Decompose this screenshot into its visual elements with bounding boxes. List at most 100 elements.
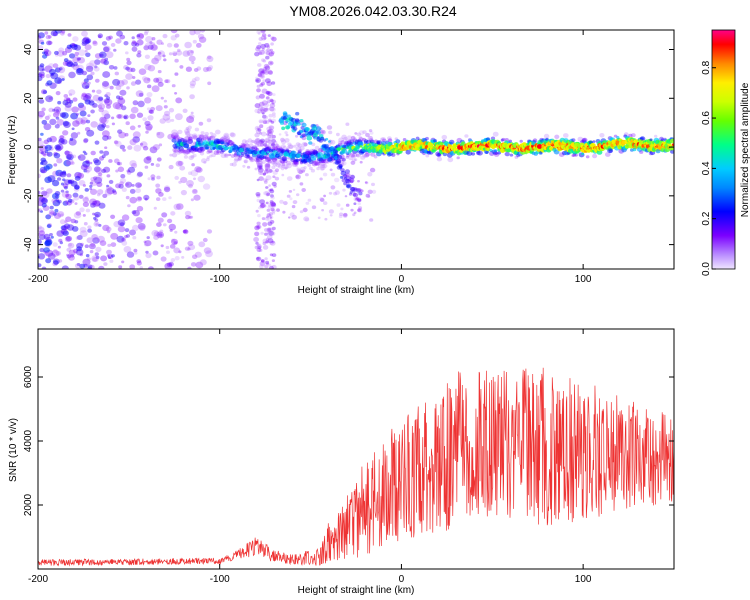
spectrogram-cell: [130, 81, 137, 86]
spectrogram-cell: [104, 146, 108, 149]
spectrogram-cell: [263, 69, 270, 75]
spectrogram-cell: [304, 150, 311, 156]
spectrogram-cell: [62, 100, 69, 106]
spectrogram-cell: [108, 65, 115, 70]
spectrogram-cell: [88, 100, 95, 106]
spectrogram-cell: [100, 255, 108, 262]
spectrogram-cell: [263, 102, 269, 108]
spectrogram-cell: [64, 150, 70, 155]
spectrogram-cell: [163, 58, 167, 62]
spectrogram-cell: [240, 142, 245, 147]
spectrogram-cell: [357, 188, 362, 192]
spectrogram-cell: [81, 30, 88, 37]
spectrogram-cell: [69, 53, 76, 59]
spectrogram-cell: [260, 259, 265, 263]
spectrogram-cell: [348, 177, 355, 182]
spectrogram-cell: [98, 156, 105, 161]
spectrogram-cell: [213, 150, 219, 156]
spectrogram-cell: [189, 94, 195, 100]
spectrogram-cell: [163, 186, 171, 193]
spectrogram-cell: [263, 204, 267, 208]
spectrogram-cell: [639, 150, 644, 154]
spectrogram-cell: [253, 139, 260, 145]
spectrogram-cell: [117, 219, 126, 226]
spectrogram-cell: [257, 73, 262, 78]
spectrogram-cell: [132, 76, 136, 79]
spectrogram-cell: [173, 203, 181, 210]
spectrogram-cell: [48, 63, 55, 69]
spectrogram-cell: [170, 118, 175, 122]
spectrogram-cell: [184, 41, 192, 49]
spectrogram-cell: [97, 33, 104, 39]
spectrogram-cell: [497, 151, 502, 155]
spectrogram-cell: [84, 196, 89, 200]
spectrogram-cell: [264, 163, 269, 168]
spectrogram-cell: [91, 255, 99, 263]
spectrogram-cell: [267, 158, 272, 162]
x-tick-label: 0: [399, 274, 405, 285]
spectrogram-cell: [257, 106, 264, 112]
spectrogram-cell: [299, 148, 303, 152]
spectrogram-cell: [260, 81, 265, 86]
spectrogram-cell: [186, 116, 195, 123]
spectrogram-cell: [256, 198, 261, 203]
spectrogram-cell: [42, 51, 46, 55]
spectrogram-cell: [66, 158, 74, 166]
spectrogram-cell: [342, 158, 346, 162]
spectrogram-cell: [271, 139, 277, 143]
spectrogram-cell: [58, 47, 65, 53]
spectrogram-cell: [171, 238, 175, 242]
spectrogram-cell: [286, 194, 291, 198]
spectrogram-cell: [156, 157, 162, 162]
spectrogram-cell: [268, 70, 273, 75]
spectrogram-cell: [85, 85, 90, 89]
spectrogram-cell: [60, 225, 67, 231]
spectrogram-cell: [44, 31, 49, 35]
spectrogram-cell: [255, 95, 261, 100]
spectrogram-cell: [241, 139, 247, 144]
spectrogram-cell: [47, 40, 53, 45]
spectrogram-cell: [264, 190, 270, 196]
spectrogram-cell: [654, 134, 658, 138]
spectrogram-cell: [278, 147, 284, 152]
spectrogram-cell: [98, 96, 104, 101]
spectrogram-cell: [150, 44, 158, 51]
spectrogram-cell: [268, 139, 273, 144]
spectrogram-cell: [338, 166, 343, 169]
spectrogram-cell: [506, 148, 512, 153]
spectrogram-cell: [267, 218, 273, 223]
spectrogram-cell: [38, 32, 45, 39]
spectrogram-cell: [341, 148, 348, 154]
spectrogram-cell: [270, 160, 276, 165]
spectrogram-cell: [230, 132, 236, 138]
spectrogram-cell: [38, 238, 42, 245]
spectrogram-cell: [57, 100, 62, 105]
spectrogram-cell: [158, 143, 163, 147]
spectrogram-cell: [82, 160, 90, 168]
spectrogram-cell: [99, 240, 107, 247]
spectrogram-cell: [271, 226, 276, 231]
spectrogram-cell: [266, 133, 269, 136]
spectrogram-cell: [258, 166, 262, 169]
spectrogram-cell: [68, 71, 76, 79]
spectrogram-cell: [271, 161, 275, 164]
spectrogram-cell: [176, 151, 181, 155]
spectrogram-cell: [102, 71, 111, 78]
spectrogram-cell: [38, 225, 42, 230]
spectrogram-cell: [92, 41, 98, 46]
spectrogram-cell: [268, 230, 274, 236]
spectrogram-cell: [162, 33, 168, 39]
spectrogram-cell: [40, 169, 46, 173]
spectrogram-cell: [168, 107, 175, 113]
spectrogram-cell: [268, 202, 274, 208]
spectrogram-cell: [38, 45, 44, 51]
spectrogram-cell: [201, 158, 207, 164]
spectrogram-cell: [306, 135, 313, 141]
spectrogram-cell: [38, 234, 46, 241]
spectrogram-cell: [131, 36, 135, 40]
spectrogram-cell: [94, 252, 99, 256]
spectrogram-cell: [257, 141, 264, 147]
spectrogram-cell: [54, 144, 61, 150]
spectrogram-cell: [371, 182, 375, 187]
spectrogram-cell: [104, 113, 111, 119]
